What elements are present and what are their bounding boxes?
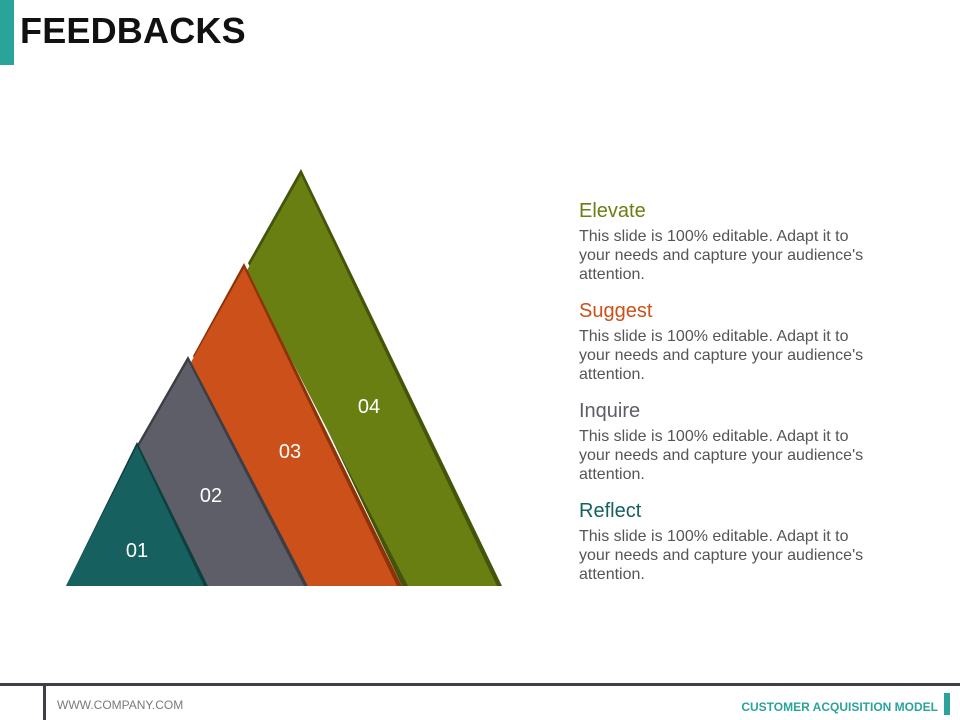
feedback-item-reflect: Reflect This slide is 100% editable. Ada… <box>579 499 879 584</box>
pyramid-label-02: 02 <box>200 485 222 507</box>
feedback-item-suggest: Suggest This slide is 100% editable. Ada… <box>579 299 879 384</box>
title-accent-bar <box>0 0 14 65</box>
footer-rule <box>0 683 960 686</box>
pyramid-layer-04 <box>246 175 497 586</box>
item-description: This slide is 100% editable. Adapt it to… <box>579 228 864 283</box>
feedback-item-elevate: Elevate This slide is 100% editable. Ada… <box>579 199 879 284</box>
pyramid-layer-01 <box>66 446 204 586</box>
item-title: Suggest <box>579 300 653 322</box>
item-description: This slide is 100% editable. Adapt it to… <box>579 528 864 583</box>
footer-url: WWW.COMPANY.COM <box>57 698 184 712</box>
item-title: Reflect <box>579 500 642 522</box>
footer-accent-bar <box>944 693 950 715</box>
feedback-item-inquire: Inquire This slide is 100% editable. Ada… <box>579 399 879 484</box>
pyramid-layer-03 <box>190 268 397 586</box>
pyramid-label-01: 01 <box>126 540 148 562</box>
item-title: Elevate <box>579 200 646 222</box>
item-title: Inquire <box>579 400 641 422</box>
page-title: FEEDBACKS <box>20 10 246 51</box>
pyramid-label-04: 04 <box>358 396 380 418</box>
item-description: This slide is 100% editable. Adapt it to… <box>579 428 864 483</box>
item-description: This slide is 100% editable. Adapt it to… <box>579 328 864 383</box>
footer-deck-title: CUSTOMER ACQUISITION MODEL <box>741 700 938 714</box>
pyramid-label-03: 03 <box>279 441 301 463</box>
footer-divider <box>43 686 46 720</box>
